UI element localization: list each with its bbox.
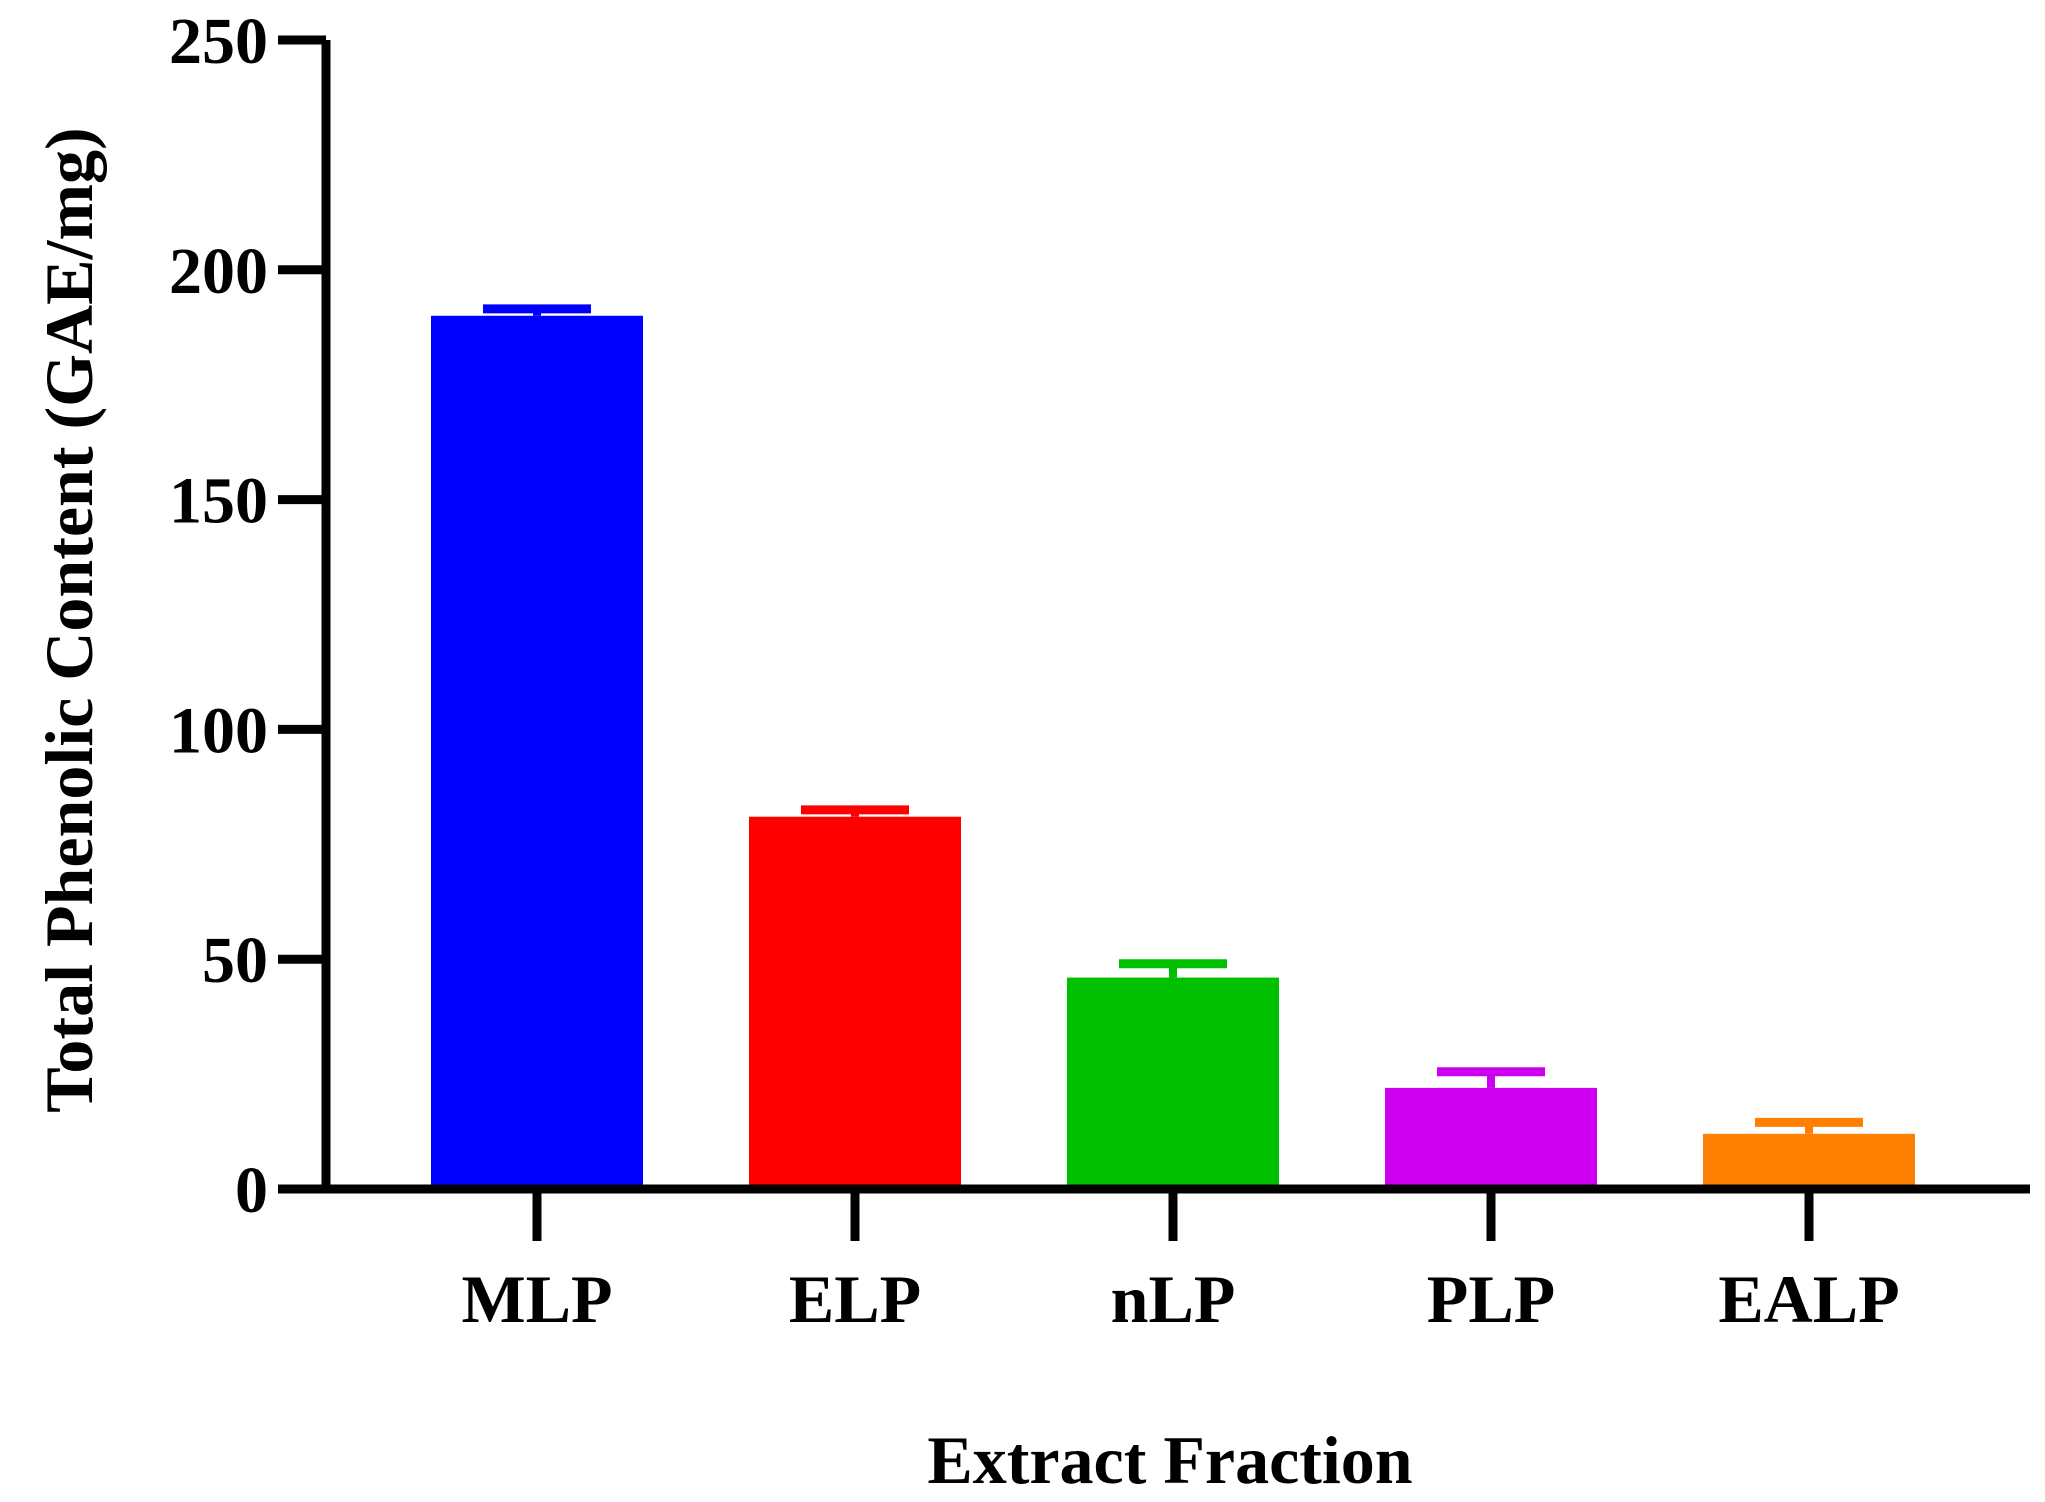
bar-ealp (1703, 1133, 1915, 1189)
x-ticks-group: MLP ELP nLP PLP EALP (461, 1189, 1900, 1337)
y-ticks-group: 0 50 100 150 200 250 (169, 5, 326, 1227)
y-tick-label-250: 250 (169, 5, 268, 78)
x-axis-title: Extract Fraction (927, 1422, 1412, 1498)
y-tick-label-200: 200 (169, 235, 268, 308)
error-bars-group (483, 304, 1863, 1134)
bar-elp (749, 816, 961, 1189)
bar-nlp (1067, 977, 1279, 1189)
y-tick-label-50: 50 (202, 924, 268, 997)
x-tick-label-plp: PLP (1427, 1261, 1555, 1337)
y-tick-label-0: 0 (235, 1154, 268, 1227)
y-axis-title: Total Phenolic Content (GAE/mg) (31, 127, 107, 1112)
bar-plp (1385, 1087, 1597, 1189)
bar-mlp (431, 315, 643, 1189)
x-tick-label-nlp: nLP (1111, 1261, 1236, 1337)
bars-group (431, 315, 1915, 1189)
x-tick-label-elp: ELP (789, 1261, 921, 1337)
y-tick-label-150: 150 (169, 465, 268, 538)
y-tick-label-100: 100 (169, 694, 268, 767)
x-tick-label-mlp: MLP (461, 1261, 612, 1337)
x-tick-label-ealp: EALP (1718, 1261, 1899, 1337)
